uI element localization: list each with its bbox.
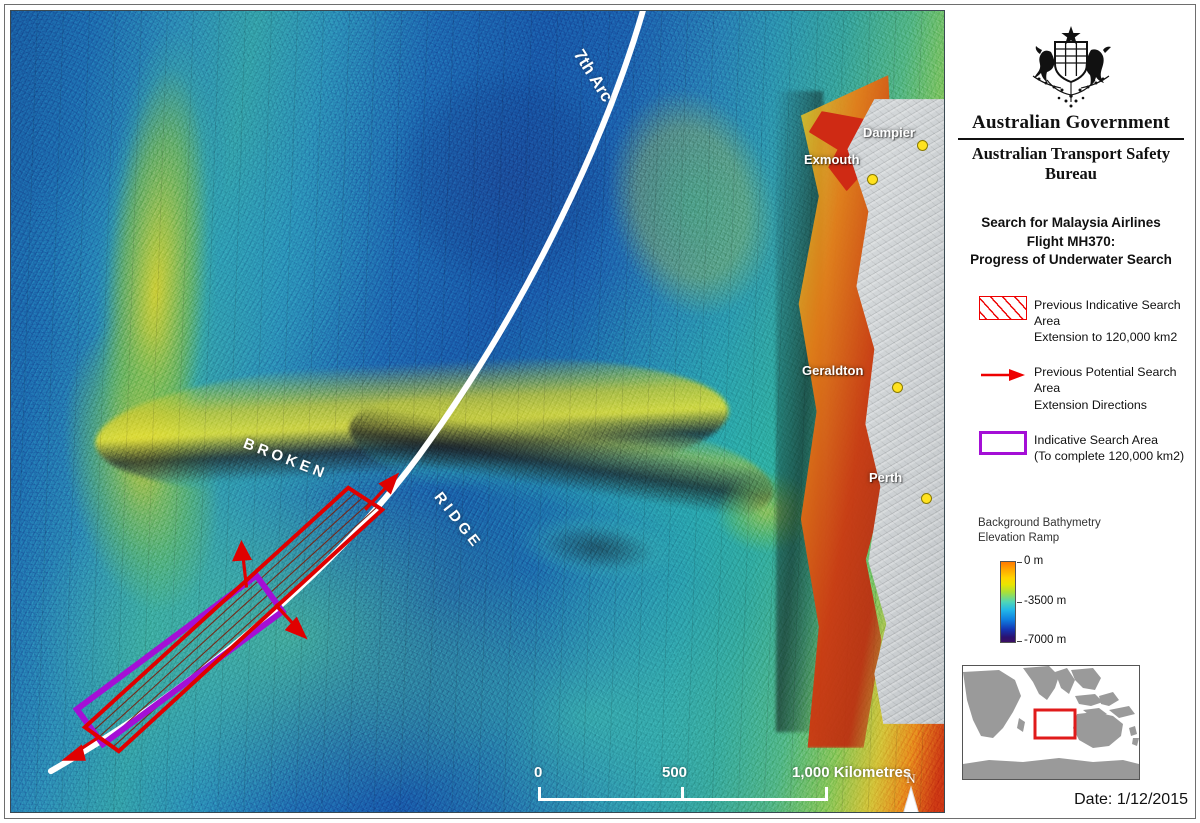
north-arrow-icon bbox=[903, 785, 919, 812]
scale-tick-500 bbox=[681, 787, 684, 801]
map-title: Search for Malaysia Airlines Flight MH37… bbox=[952, 214, 1190, 270]
city-dot-dampier bbox=[917, 140, 928, 151]
scale-label-1000: 1,000 Kilometres bbox=[792, 764, 912, 781]
red-hatched-rectangle-icon bbox=[979, 295, 1027, 320]
legend-item-extension-directions[interactable]: Previous Potential Search Area Extension… bbox=[972, 363, 1190, 412]
map-title-line-3: Progress of Underwater Search bbox=[970, 252, 1172, 268]
ramp-tick-7000 bbox=[1017, 640, 1022, 642]
legend-line-1: Previous Indicative Search Area bbox=[1034, 297, 1181, 328]
legend-line-1: Previous Potential Search Area bbox=[1034, 365, 1177, 396]
city-label-perth: Perth bbox=[869, 470, 903, 485]
legend-symbol-wrapper bbox=[972, 430, 1034, 455]
bathymetry-layer bbox=[11, 11, 944, 812]
ramp-label-3500: -3500 m bbox=[1024, 594, 1067, 607]
extension-direction-arrows bbox=[61, 472, 400, 761]
organisation-secondary-title: Australian Transport Safety Bureau bbox=[971, 144, 1171, 183]
legend-line-1: Indicative Search Area bbox=[1034, 432, 1158, 447]
city-dot-perth bbox=[921, 493, 932, 504]
city-dot-geraldton bbox=[892, 382, 903, 393]
inset-locator-block: Date: 1/12/2015 bbox=[952, 665, 1190, 813]
legend-text-previous-search-area: Previous Indicative Search Area Extensio… bbox=[1034, 296, 1190, 345]
legend-line-2: Extension Directions bbox=[1034, 397, 1147, 412]
organisation-primary-title: Australian Government bbox=[972, 112, 1170, 133]
elevation-ramp-gradient-bar bbox=[1000, 560, 1016, 643]
north-arrow: N bbox=[896, 771, 926, 812]
legend-list: Previous Indicative Search Area Extensio… bbox=[952, 295, 1190, 464]
red-arrow-icon bbox=[981, 369, 1025, 382]
city-label-geraldton: Geraldton bbox=[802, 363, 864, 378]
purple-rectangle-icon bbox=[979, 430, 1027, 455]
title-divider bbox=[958, 138, 1184, 140]
legend-panel: Australian Government Australian Transpo… bbox=[952, 10, 1190, 813]
map-title-line-2: Flight MH370: bbox=[1026, 233, 1116, 249]
legend-symbol-wrapper bbox=[972, 295, 1034, 320]
legend-item-indicative-search-area[interactable]: Indicative Search Area (To complete 120,… bbox=[972, 430, 1190, 464]
legend-symbol-wrapper bbox=[972, 363, 1034, 387]
australian-coat-of-arms-icon bbox=[952, 10, 1190, 110]
city-label-exmouth: Exmouth bbox=[804, 152, 860, 167]
scale-tick-1000 bbox=[825, 787, 828, 801]
ramp-label-0: 0 m bbox=[1024, 554, 1044, 567]
map-canvas[interactable]: 7th Arc BROKEN RIDGE Dampier Exmouth Ger… bbox=[10, 10, 945, 813]
legend-text-extension-directions: Previous Potential Search Area Extension… bbox=[1034, 363, 1190, 412]
previous-search-area-hatch bbox=[84, 487, 383, 752]
elevation-ramp-title: Background Bathymetry Elevation Ramp bbox=[978, 516, 1190, 547]
scale-tick-0 bbox=[538, 787, 541, 801]
indicative-search-area-polygon[interactable] bbox=[72, 571, 287, 749]
scale-bar: 0 500 1,000 Kilometres bbox=[534, 764, 911, 801]
elevation-ramp-legend: Background Bathymetry Elevation Ramp 0 m… bbox=[952, 516, 1190, 646]
map-date-label: Date: 1/12/2015 bbox=[1074, 791, 1188, 808]
scale-label-0: 0 bbox=[534, 764, 543, 781]
inset-map-graphic bbox=[963, 666, 1139, 779]
legend-text-indicative-search-area: Indicative Search Area (To complete 120,… bbox=[1034, 431, 1184, 464]
legend-line-2: Extension to 120,000 km2 bbox=[1034, 330, 1178, 345]
deep-basin-northwest bbox=[365, 43, 646, 316]
ramp-label-7000: -7000 m bbox=[1024, 633, 1067, 646]
map-title-line-1: Search for Malaysia Airlines bbox=[981, 215, 1161, 230]
elevation-ramp-title-line-2: Elevation Ramp bbox=[978, 532, 1060, 545]
continental-slope-shadow bbox=[776, 91, 823, 732]
city-label-dampier: Dampier bbox=[863, 125, 916, 140]
north-arrow-label: N bbox=[906, 771, 916, 786]
ramp-tick-0 bbox=[1017, 561, 1022, 563]
ramp-tick-3500 bbox=[1017, 601, 1022, 603]
inset-locator-map[interactable] bbox=[962, 665, 1140, 780]
search-area-overlays[interactable] bbox=[11, 11, 944, 812]
legend-item-previous-search-area[interactable]: Previous Indicative Search Area Extensio… bbox=[972, 295, 1190, 345]
previous-search-area-polygon[interactable] bbox=[81, 485, 386, 754]
legend-line-2: (To complete 120,000 km2) bbox=[1034, 448, 1185, 463]
elevation-ramp-title-line-1: Background Bathymetry bbox=[978, 516, 1101, 529]
elevation-ramp-scale: 0 m -3500 m -7000 m bbox=[1000, 555, 1066, 646]
city-dot-exmouth bbox=[867, 174, 878, 185]
scale-label-500: 500 bbox=[662, 764, 688, 781]
